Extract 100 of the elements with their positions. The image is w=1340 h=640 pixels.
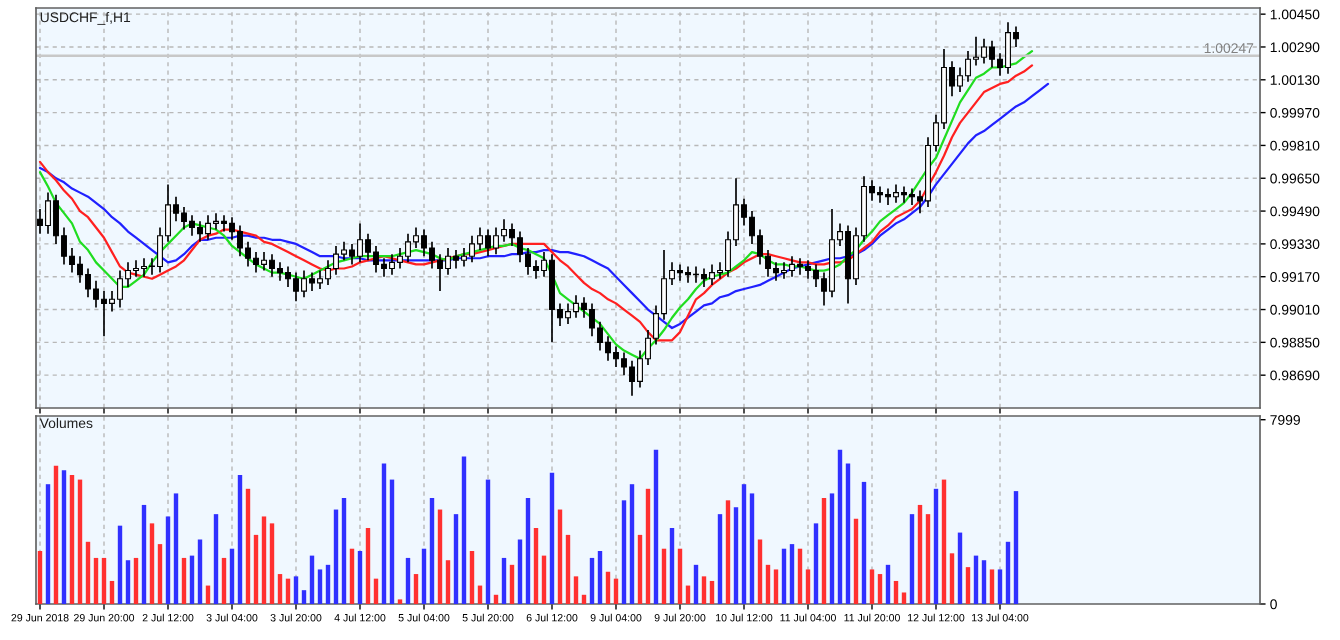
- bar: [429, 498, 435, 604]
- bar: [245, 488, 251, 604]
- bar: [917, 504, 923, 604]
- candlestick: [277, 261, 283, 282]
- bar: [677, 548, 683, 604]
- candlestick: [397, 247, 403, 270]
- bar: [269, 523, 275, 604]
- candlestick: [773, 261, 779, 282]
- bar: [69, 474, 75, 604]
- bar: [589, 557, 595, 604]
- bar: [333, 509, 339, 604]
- bar: [621, 500, 627, 604]
- bar: [717, 514, 723, 604]
- candlestick: [317, 269, 323, 290]
- candlestick: [501, 218, 507, 243]
- bar: [85, 541, 91, 604]
- candlestick: [573, 294, 579, 319]
- bar: [573, 576, 579, 604]
- candlestick: [469, 234, 475, 264]
- candlestick: [909, 187, 915, 206]
- bar: [253, 534, 259, 604]
- candlestick: [885, 187, 891, 206]
- bar: [781, 548, 787, 604]
- bar: [933, 488, 939, 604]
- candlestick: [709, 263, 715, 286]
- bar: [157, 544, 163, 604]
- candlestick: [685, 265, 691, 284]
- bar: [141, 504, 147, 604]
- candlestick: [77, 255, 83, 284]
- bar: [61, 470, 67, 604]
- bar: [357, 551, 363, 604]
- candlestick: [453, 249, 459, 270]
- bar: [309, 555, 315, 604]
- bar: [893, 580, 899, 604]
- candlestick: [181, 206, 187, 231]
- candlestick: [893, 183, 899, 204]
- bar: [261, 516, 267, 604]
- bar: [413, 574, 419, 604]
- bar: [565, 534, 571, 604]
- bar: [117, 525, 123, 604]
- bar: [965, 567, 971, 604]
- candlestick: [133, 259, 139, 278]
- bar: [533, 527, 539, 604]
- candlestick: [621, 351, 627, 377]
- bar: [165, 516, 171, 604]
- bar: [501, 557, 507, 604]
- bar: [149, 523, 155, 604]
- candlestick: [589, 302, 595, 338]
- bar: [293, 576, 299, 604]
- bar: [125, 560, 131, 604]
- bar: [229, 548, 235, 604]
- bar: [1005, 541, 1011, 604]
- bar: [829, 493, 835, 604]
- candlestick: [477, 226, 483, 251]
- candlestick: [677, 263, 683, 282]
- candlestick: [309, 271, 315, 292]
- bar: [525, 498, 531, 604]
- candlestick: [341, 241, 347, 262]
- bar: [661, 548, 667, 604]
- candlestick: [269, 253, 275, 278]
- bar: [725, 500, 731, 604]
- bar: [749, 493, 755, 604]
- bar: [653, 449, 659, 604]
- bar: [277, 574, 283, 604]
- candlestick: [349, 243, 355, 266]
- bar: [597, 551, 603, 604]
- candlestick: [205, 214, 211, 241]
- bar: [77, 479, 83, 604]
- candlestick: [461, 247, 467, 268]
- candlestick: [429, 241, 435, 270]
- candlestick: [989, 39, 995, 69]
- bar: [541, 555, 547, 604]
- bar: [509, 564, 515, 604]
- candlestick: [485, 228, 491, 258]
- bar: [813, 523, 819, 604]
- bar: [733, 507, 739, 604]
- bar: [861, 481, 867, 604]
- candlestick: [141, 257, 147, 278]
- bar: [317, 569, 323, 604]
- bar: [485, 479, 491, 604]
- candlestick: [101, 290, 107, 338]
- candlestick: [701, 267, 707, 288]
- bar: [997, 569, 1003, 604]
- bar: [853, 518, 859, 604]
- bar: [517, 539, 523, 604]
- candlestick: [413, 226, 419, 249]
- candlestick: [213, 212, 219, 231]
- candlestick: [813, 263, 819, 288]
- bar: [957, 532, 963, 604]
- bar: [365, 527, 371, 604]
- bar: [381, 463, 387, 604]
- bar: [909, 514, 915, 604]
- bar: [349, 548, 355, 604]
- candlestick: [285, 265, 291, 288]
- bar: [101, 557, 107, 604]
- bar: [173, 493, 179, 604]
- bar: [213, 514, 219, 604]
- candlestick: [37, 208, 43, 235]
- bar: [445, 560, 451, 604]
- candlestick: [333, 245, 339, 276]
